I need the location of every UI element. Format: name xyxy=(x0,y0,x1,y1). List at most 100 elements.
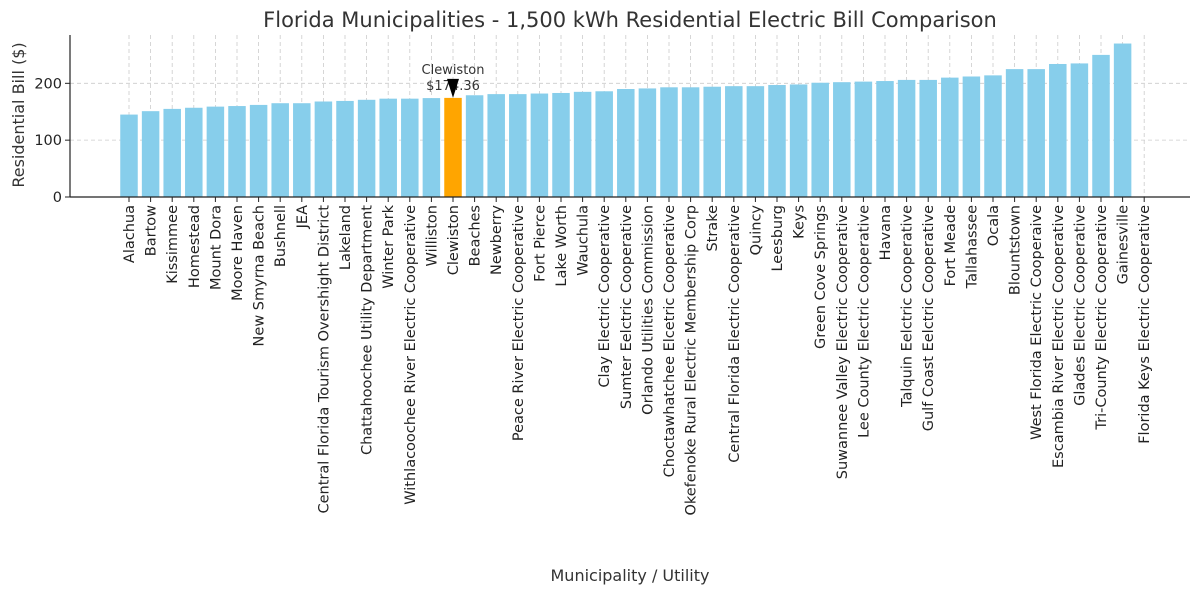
x-tick-label: Alachua xyxy=(122,205,138,263)
x-tick-label: Blountstown xyxy=(1008,205,1024,295)
x-tick-label: Suwannee Valley Electric Cooperative xyxy=(835,205,851,479)
bar xyxy=(1027,69,1045,197)
bar xyxy=(530,93,549,197)
x-tick-label: Lake Worth xyxy=(554,205,570,287)
x-tick-label: Glades Electric Cooperative xyxy=(1072,205,1088,406)
bar xyxy=(595,91,613,197)
x-tick-label: Moore Haven xyxy=(230,205,246,301)
x-tick-label: Wauchula xyxy=(576,205,592,276)
bar xyxy=(271,103,289,197)
x-tick-label: Talquin Eelctric Cooperative xyxy=(900,205,916,408)
bar xyxy=(768,85,786,197)
x-tick-label: Newberry xyxy=(489,205,505,275)
x-tick-label: Tallahassee xyxy=(964,205,980,289)
bar xyxy=(1049,63,1067,198)
x-tick-label: Keys xyxy=(792,205,808,239)
x-tick-label: Lakeland xyxy=(338,205,354,270)
bar xyxy=(811,82,829,197)
bar xyxy=(638,88,657,197)
annotation-arrow xyxy=(447,78,459,98)
x-tick-label: West Florida Electric Cooperaive xyxy=(1029,205,1045,440)
x-tick-label: New Smyrna Beach xyxy=(252,205,268,346)
bar xyxy=(897,79,916,197)
x-tick-label: Choctawhatchee Elcetric Cooperative xyxy=(662,205,678,477)
y-tick-label: 100 xyxy=(34,133,62,149)
bar xyxy=(941,77,959,197)
bar xyxy=(962,76,981,197)
bar xyxy=(422,98,441,197)
bar xyxy=(228,106,246,197)
x-tick-label: Winter Park xyxy=(381,204,397,288)
bar xyxy=(984,75,1002,197)
x-tick-label: Sumter Eelctric Cooperative xyxy=(619,205,635,409)
bar xyxy=(120,114,138,197)
x-tick-labels: Alachua Bartow Kissimmee Homestead Mount Dor… xyxy=(122,197,1153,516)
x-tick-label: Green Cove Springs xyxy=(813,205,829,349)
bar xyxy=(789,84,808,197)
bar xyxy=(919,79,937,197)
bar xyxy=(336,100,354,197)
bar xyxy=(660,87,678,197)
bar xyxy=(746,86,765,197)
x-tick-label: Peace River Electric Cooperative xyxy=(511,205,527,441)
x-tick-label: Florida Keys Electric Cooperative xyxy=(1137,205,1153,444)
y-tick-labels: 0 100 200 xyxy=(34,76,70,206)
annotation-name: Clewiston xyxy=(422,63,485,78)
x-tick-label: Okefenoke Rural Electric Membership Corp xyxy=(684,205,700,516)
x-tick-label: Quincy xyxy=(748,205,764,256)
x-tick-label: Orlando Utilities Commission xyxy=(640,205,656,415)
x-tick-label: Clay Electric Cooperative xyxy=(597,205,613,388)
y-axis-label: Residential Bill ($) xyxy=(9,42,28,187)
bar xyxy=(444,97,462,197)
chart-title: Florida Municipalities - 1,500 kWh Resid… xyxy=(263,8,997,32)
bars xyxy=(120,43,1132,198)
x-tick-label: Clewiston xyxy=(446,205,462,275)
x-tick-label: Leesburg xyxy=(770,205,786,272)
x-tick-label: Withlacoochee River Electric Cooperative xyxy=(403,205,419,505)
bar xyxy=(1005,69,1024,197)
x-tick-label: Strake xyxy=(705,205,721,252)
x-tick-label: Gainesville xyxy=(1116,205,1132,284)
bar xyxy=(1113,43,1132,197)
x-tick-label: Kissimmee xyxy=(165,205,181,284)
x-tick-label: Ocala xyxy=(986,205,1002,246)
x-tick-label: Homestead xyxy=(187,205,203,288)
x-tick-label: Central Florida Tourism Overshight Distr… xyxy=(316,205,332,514)
bar xyxy=(573,91,592,197)
x-tick-label: Chattahoochee Utility Department xyxy=(360,205,376,455)
bar xyxy=(293,103,311,197)
bar xyxy=(854,81,873,197)
x-tick-label: Central Florida Electric Cooperative xyxy=(727,205,743,463)
bar xyxy=(1092,54,1110,197)
x-tick-label: Bartow xyxy=(144,205,160,256)
bar xyxy=(401,98,419,197)
x-tick-label: Williston xyxy=(424,205,440,266)
x-tick-label: Fort Pierce xyxy=(532,205,548,282)
bar xyxy=(833,82,851,197)
bar xyxy=(509,94,527,197)
bar xyxy=(1070,63,1089,197)
bar xyxy=(681,87,700,197)
x-tick-label: Beaches xyxy=(468,205,484,266)
x-tick-label: Escambia River Electric Cooperative xyxy=(1051,205,1067,468)
x-tick-label: Tri-County Electric Cooperative xyxy=(1094,205,1110,431)
bar xyxy=(314,101,333,197)
annotation: Clewiston $174.36 xyxy=(422,63,485,98)
bar xyxy=(703,86,721,197)
bar xyxy=(725,86,743,197)
bar xyxy=(465,95,484,197)
bar xyxy=(163,108,181,197)
x-tick-label: Bushnell xyxy=(273,205,289,267)
bar xyxy=(487,94,505,197)
bar xyxy=(249,104,268,197)
x-axis-label: Municipality / Utility xyxy=(551,566,710,585)
bar xyxy=(206,106,225,197)
bar xyxy=(185,107,203,197)
x-tick-label: Gulf Coast Eelctric Cooperative xyxy=(921,205,937,431)
y-tick-label: 200 xyxy=(34,76,62,92)
x-tick-label: Havana xyxy=(878,205,894,260)
y-tick-label: 0 xyxy=(53,190,62,206)
x-tick-label: JEA xyxy=(295,205,311,229)
bar xyxy=(876,81,894,197)
